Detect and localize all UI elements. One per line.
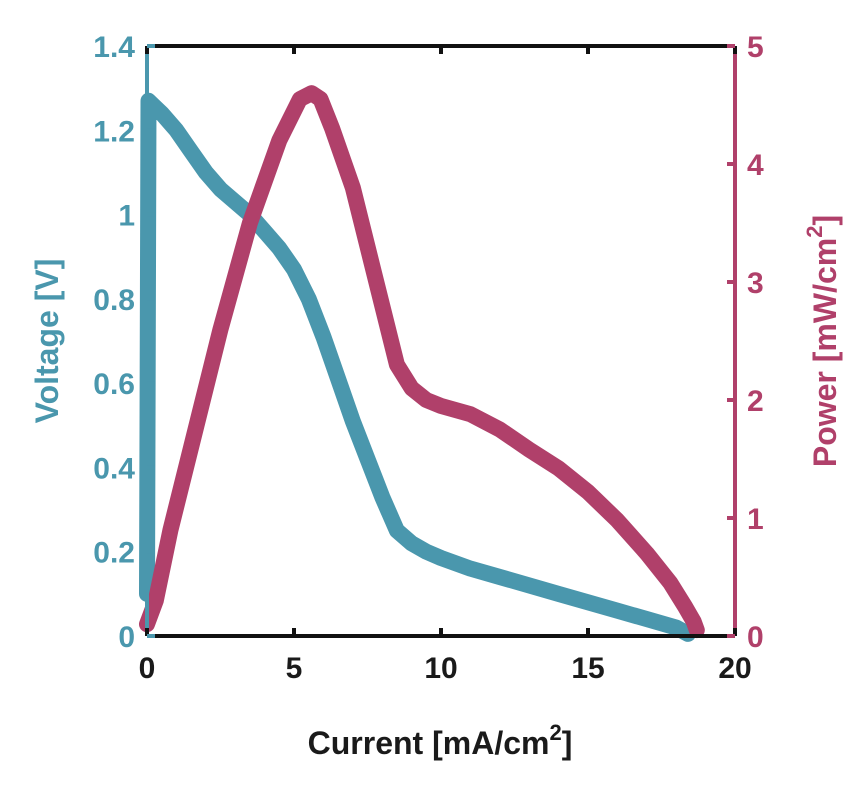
left-y-tick-label: 0.4 xyxy=(93,452,135,485)
right-y-tick-label: 4 xyxy=(747,149,764,182)
right-y-tick-label: 2 xyxy=(747,385,764,418)
right-y-tick-label: 1 xyxy=(747,503,764,536)
left-y-tick-label: 0 xyxy=(118,621,135,654)
power-series-line xyxy=(139,85,705,639)
right-y-tick-label: 5 xyxy=(747,31,764,64)
right-axis-title-sup: 2 xyxy=(802,226,827,238)
left-y-tick-label: 0.2 xyxy=(93,537,135,570)
x-axis-title: Current [mA/cm2] xyxy=(308,720,573,761)
voltage-series-line xyxy=(139,92,696,642)
left-y-tick-label: 1.4 xyxy=(93,31,135,64)
left-axis-title: Voltage [V] xyxy=(29,259,65,424)
left-y-tick-label: 1.2 xyxy=(93,115,135,148)
right-y-tick-label: 0 xyxy=(747,621,764,654)
x-axis-title-main: Current [mA/cm xyxy=(308,725,550,761)
series-layer xyxy=(139,85,705,642)
right-axis-title: Power [mW/cm2] xyxy=(802,215,843,467)
right-y-tick-label: 3 xyxy=(747,267,764,300)
x-tick-label: 15 xyxy=(571,652,604,685)
left-y-tick-label: 0.8 xyxy=(93,284,135,317)
right-axis-title-suffix: ] xyxy=(807,215,843,226)
right-axis-title-main: Power [mW/cm xyxy=(807,238,843,467)
x-tick-label: 20 xyxy=(718,652,751,685)
x-axis-title-suffix: ] xyxy=(562,725,573,761)
x-tick-label: 5 xyxy=(286,652,303,685)
x-tick-label: 0 xyxy=(139,652,156,685)
x-axis-title-sup: 2 xyxy=(549,720,561,745)
left-y-tick-label: 1 xyxy=(118,200,135,233)
left-y-tick-label: 0.6 xyxy=(93,368,135,401)
x-tick-label: 10 xyxy=(424,652,457,685)
